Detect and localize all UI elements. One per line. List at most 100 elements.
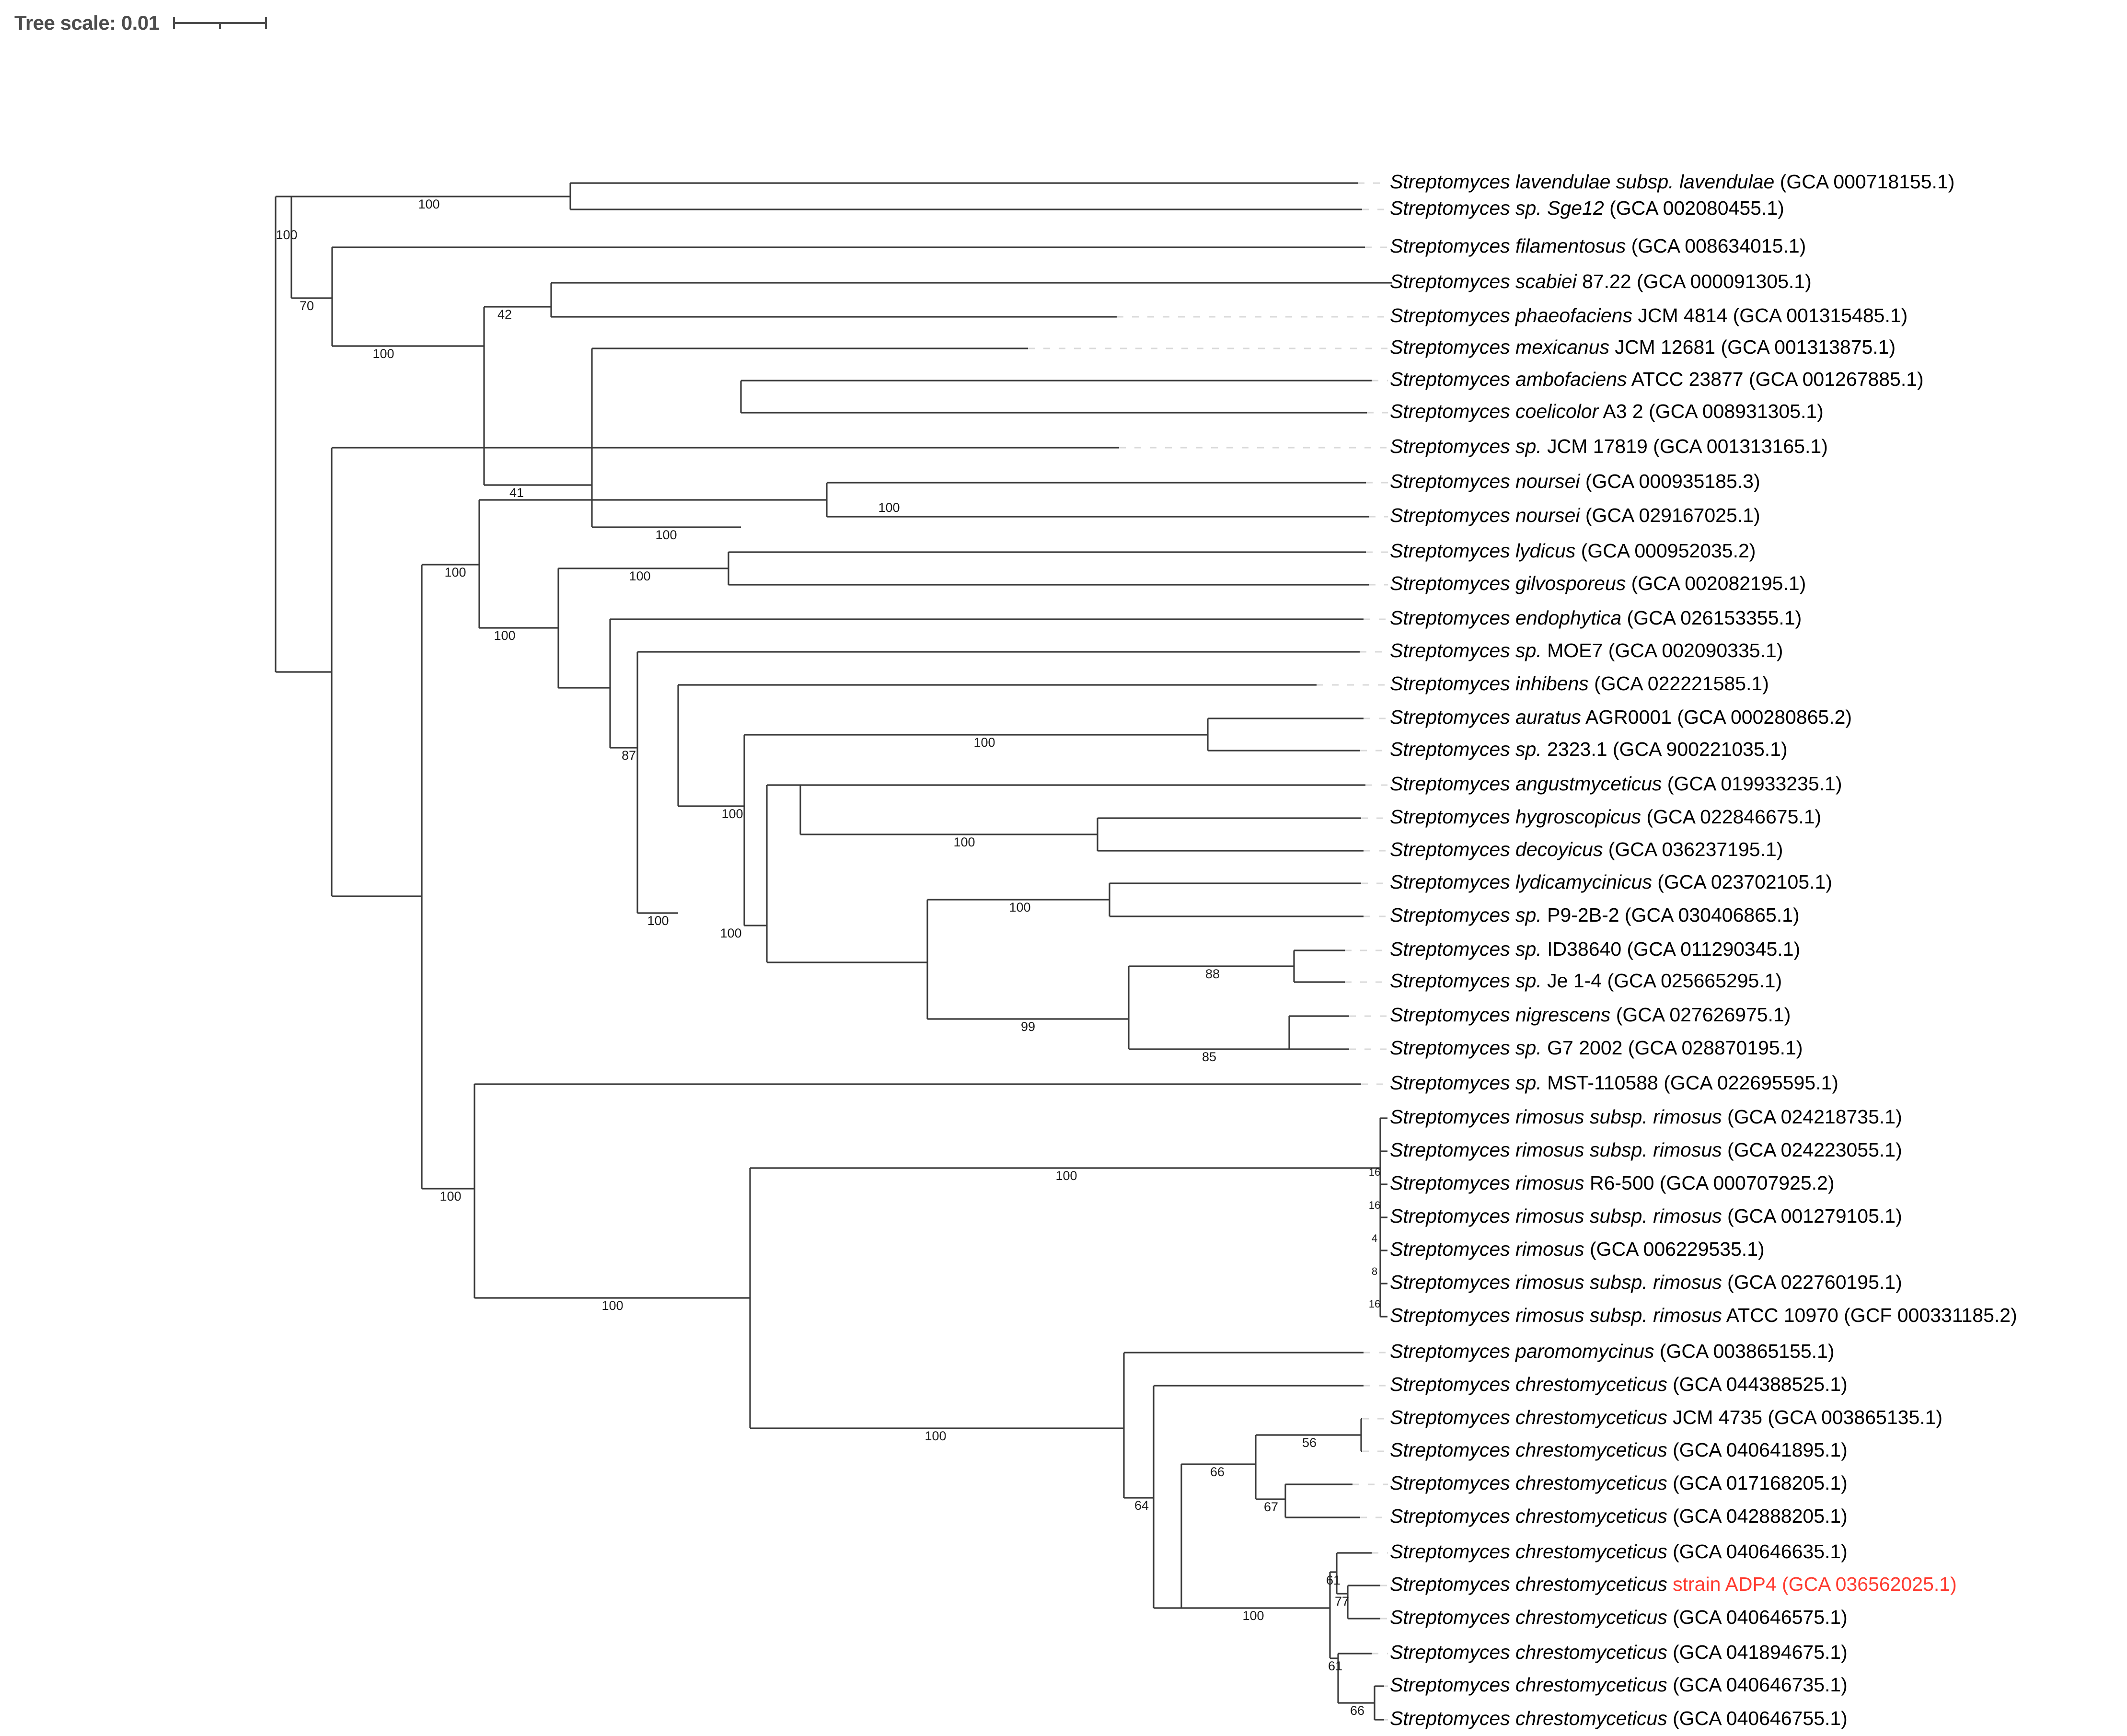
tip-label-species: Streptomyces hygroscopicus xyxy=(1390,806,1641,828)
tip-label[interactable]: Streptomyces chrestomyceticus (GCA 04064… xyxy=(1390,1674,1848,1696)
tip-label[interactable]: Streptomyces rimosus (GCA 006229535.1) xyxy=(1390,1238,1765,1260)
tip-label-species: Streptomyces auratus xyxy=(1390,706,1581,728)
bootstrap-value: 100 xyxy=(925,1429,946,1443)
tip-label[interactable]: Streptomyces chrestomyceticus (GCA 04064… xyxy=(1390,1707,1848,1729)
tip-label-accession: 2323.1 (GCA 900221035.1) xyxy=(1542,738,1788,760)
tip-label[interactable]: Streptomyces rimosus subsp. rimosus (GCA… xyxy=(1390,1106,1902,1128)
tip-label-accession: (GCA 027626975.1) xyxy=(1610,1004,1791,1026)
tip-label-species: Streptomyces sp. xyxy=(1390,639,1542,661)
tip-label[interactable]: Streptomyces sp. ID38640 (GCA 011290345.… xyxy=(1390,938,1800,960)
tip-label[interactable]: Streptomyces lavendulae subsp. lavendula… xyxy=(1390,171,1954,193)
tip-label[interactable]: Streptomyces sp. 2323.1 (GCA 900221035.1… xyxy=(1390,738,1788,760)
tip-label-accession: AGR0001 (GCA 000280865.2) xyxy=(1581,706,1852,728)
tip-label[interactable]: Streptomyces chrestomyceticus (GCA 04288… xyxy=(1390,1505,1848,1527)
tip-label[interactable]: Streptomyces scabiei 87.22 (GCA 00009130… xyxy=(1390,270,1812,292)
tip-label-species: Streptomyces noursei xyxy=(1390,470,1581,492)
tip-label-species: Streptomyces chrestomyceticus xyxy=(1390,1573,1667,1595)
tip-label-accession: (GCA 042888205.1) xyxy=(1667,1505,1848,1527)
tip-label-species: Streptomyces nigrescens xyxy=(1390,1004,1610,1026)
tip-label-species: Streptomyces chrestomyceticus xyxy=(1390,1606,1667,1628)
tip-label[interactable]: Streptomyces phaeofaciens JCM 4814 (GCA … xyxy=(1390,304,1907,326)
tip-label-accession: (GCA 017168205.1) xyxy=(1667,1472,1848,1494)
tree-branches xyxy=(275,182,1392,1721)
bootstrap-value: 56 xyxy=(1302,1435,1317,1450)
tip-label[interactable]: Streptomyces inhibens (GCA 022221585.1) xyxy=(1390,672,1769,694)
tip-label[interactable]: Streptomyces endophytica (GCA 026153355.… xyxy=(1390,607,1802,629)
tip-label[interactable]: Streptomyces chrestomyceticus (GCA 04189… xyxy=(1390,1641,1848,1663)
tip-label[interactable]: Streptomyces rimosus subsp. rimosus (GCA… xyxy=(1390,1139,1902,1161)
tip-label-species: Streptomyces sp. xyxy=(1390,738,1542,760)
tip-label[interactable]: Streptomyces sp. G7 2002 (GCA 028870195.… xyxy=(1390,1037,1803,1059)
tip-label-accession: strain ADP4 (GCA 036562025.1) xyxy=(1667,1573,1957,1595)
tip-label[interactable]: Streptomyces rimosus R6-500 (GCA 0007079… xyxy=(1390,1172,1835,1194)
tip-label-accession: (GCA 040646755.1) xyxy=(1667,1707,1848,1729)
tip-label-species: Streptomyces rimosus xyxy=(1390,1172,1584,1194)
tip-label[interactable]: Streptomyces mexicanus JCM 12681 (GCA 00… xyxy=(1390,336,1896,358)
tip-label[interactable]: Streptomyces paromomycinus (GCA 00386515… xyxy=(1390,1340,1835,1362)
tip-label[interactable]: Streptomyces decoyicus (GCA 036237195.1) xyxy=(1390,838,1783,860)
tip-label[interactable]: Streptomyces chrestomyceticus (GCA 04064… xyxy=(1390,1439,1848,1461)
tip-label[interactable]: Streptomyces auratus AGR0001 (GCA 000280… xyxy=(1390,706,1852,728)
tip-label[interactable]: Streptomyces chrestomyceticus (GCA 04064… xyxy=(1390,1606,1848,1628)
tip-label-species: Streptomyces chrestomyceticus xyxy=(1390,1406,1667,1428)
tip-label-species: Streptomyces chrestomyceticus xyxy=(1390,1540,1667,1562)
tip-label[interactable]: Streptomyces hygroscopicus (GCA 02284667… xyxy=(1390,806,1821,828)
tip-label-species: Streptomyces phaeofaciens xyxy=(1390,304,1632,326)
tip-label[interactable]: Streptomyces chrestomyceticus (GCA 04064… xyxy=(1390,1540,1848,1562)
tip-label[interactable]: Streptomyces chrestomyceticus JCM 4735 (… xyxy=(1390,1406,1942,1428)
bootstrap-value: 100 xyxy=(276,228,297,242)
tip-label-species: Streptomyces paromomycinus xyxy=(1390,1340,1654,1362)
tip-label-species: Streptomyces lydicamycinicus xyxy=(1390,871,1652,893)
tip-label[interactable]: Streptomyces noursei (GCA 029167025.1) xyxy=(1390,504,1760,526)
bootstrap-value: 100 xyxy=(973,735,995,750)
tip-label[interactable]: Streptomyces angustmyceticus (GCA 019933… xyxy=(1390,773,1842,795)
bootstrap-value: 99 xyxy=(1021,1019,1035,1034)
bootstrap-value: 85 xyxy=(1202,1050,1216,1064)
tip-label[interactable]: Streptomyces rimosus subsp. rimosus (GCA… xyxy=(1390,1205,1902,1227)
tip-label[interactable]: Streptomyces sp. MST-110588 (GCA 0226955… xyxy=(1390,1072,1838,1094)
tip-label[interactable]: Streptomyces chrestomyceticus (GCA 04438… xyxy=(1390,1373,1848,1395)
bootstrap-value: 70 xyxy=(300,299,314,313)
tip-label[interactable]: Streptomyces sp. Sge12 (GCA 002080455.1) xyxy=(1390,197,1784,219)
tip-label-accession: (GCA 041894675.1) xyxy=(1667,1641,1848,1663)
tip-label[interactable]: Streptomyces lydicus (GCA 000952035.2) xyxy=(1390,540,1756,562)
tip-label[interactable]: Streptomyces filamentosus (GCA 008634015… xyxy=(1390,235,1806,257)
tip-label-species: Streptomyces sp. xyxy=(1390,435,1542,457)
tip-label[interactable]: Streptomyces rimosus subsp. rimosus (GCA… xyxy=(1390,1271,1902,1293)
tip-label-accession: P9-2B-2 (GCA 030406865.1) xyxy=(1542,904,1800,926)
tip-label[interactable]: Streptomyces chrestomyceticus strain ADP… xyxy=(1390,1573,1957,1595)
tip-label[interactable]: Streptomyces sp. JCM 17819 (GCA 00131316… xyxy=(1390,435,1828,457)
tip-label[interactable]: Streptomyces sp. Je 1-4 (GCA 025665295.1… xyxy=(1390,970,1782,992)
tip-label[interactable]: Streptomyces coelicolor A3 2 (GCA 008931… xyxy=(1390,400,1824,422)
tip-label-species: Streptomyces chrestomyceticus xyxy=(1390,1674,1667,1696)
tip-label[interactable]: Streptomyces gilvosporeus (GCA 002082195… xyxy=(1390,572,1806,594)
tip-label-species: Streptomyces rimosus subsp. rimosus xyxy=(1390,1106,1722,1128)
tip-label-accession: MOE7 (GCA 002090335.1) xyxy=(1542,639,1783,661)
tip-label[interactable]: Streptomyces sp. MOE7 (GCA 002090335.1) xyxy=(1390,639,1783,661)
bootstrap-value: 8 xyxy=(1372,1265,1377,1277)
tip-label[interactable]: Streptomyces ambofaciens ATCC 23877 (GCA… xyxy=(1390,368,1924,390)
tip-label-accession: (GCA 008634015.1) xyxy=(1626,235,1806,257)
tip-label-accession: R6-500 (GCA 000707925.2) xyxy=(1584,1172,1835,1194)
scale-ruler-icon xyxy=(173,17,267,29)
bootstrap-value: 100 xyxy=(647,914,669,928)
tip-label-species: Streptomyces chrestomyceticus xyxy=(1390,1439,1667,1461)
tip-label[interactable]: Streptomyces chrestomyceticus (GCA 01716… xyxy=(1390,1472,1848,1494)
tip-label[interactable]: Streptomyces sp. P9-2B-2 (GCA 030406865.… xyxy=(1390,904,1800,926)
tip-label-accession: JCM 12681 (GCA 001313875.1) xyxy=(1609,336,1896,358)
tip-label[interactable]: Streptomyces nigrescens (GCA 027626975.1… xyxy=(1390,1004,1791,1026)
bootstrap-value: 88 xyxy=(1205,967,1220,981)
tip-label[interactable]: Streptomyces rimosus subsp. rimosus ATCC… xyxy=(1390,1304,2017,1326)
tip-label-accession: (GCA 040646735.1) xyxy=(1667,1674,1848,1696)
tip-label-accession: (GCA 024223055.1) xyxy=(1722,1139,1902,1161)
tip-label[interactable]: Streptomyces noursei (GCA 000935185.3) xyxy=(1390,470,1760,492)
bootstrap-value: 61 xyxy=(1326,1573,1341,1587)
tip-label-species: Streptomyces lydicus xyxy=(1390,540,1575,562)
tip-label-accession: JCM 17819 (GCA 001313165.1) xyxy=(1542,435,1828,457)
tip-label-species: Streptomyces sp. xyxy=(1390,1072,1542,1094)
tip-label-species: Streptomyces rimosus xyxy=(1390,1238,1584,1260)
bootstrap-value: 100 xyxy=(721,807,743,821)
tip-label-species: Streptomyces sp. xyxy=(1390,938,1542,960)
tip-label[interactable]: Streptomyces lydicamycinicus (GCA 023702… xyxy=(1390,871,1832,893)
tip-label-accession: (GCA 044388525.1) xyxy=(1667,1373,1848,1395)
